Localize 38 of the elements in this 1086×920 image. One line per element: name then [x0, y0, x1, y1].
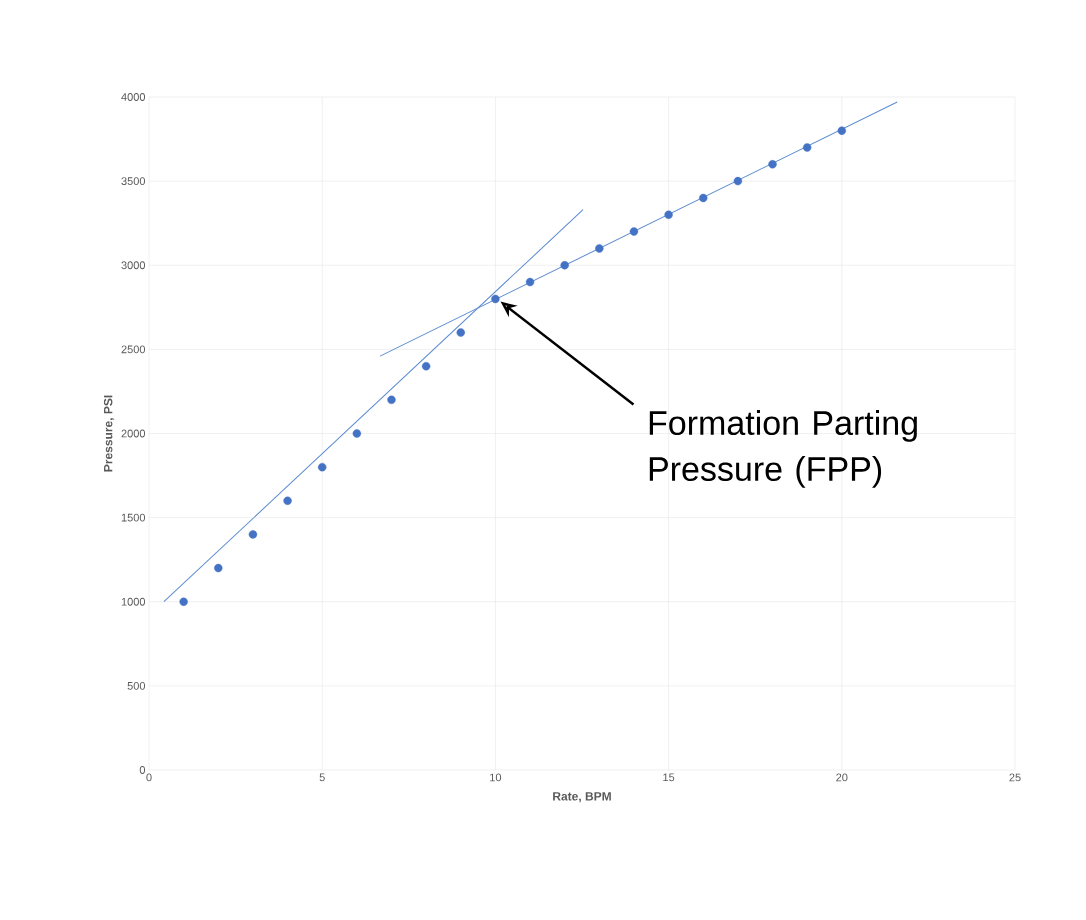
y-tick-label: 500 — [127, 681, 146, 690]
point — [525, 277, 535, 287]
point — [421, 361, 431, 371]
y-tick-label: 1500 — [121, 513, 146, 522]
x-tick-label: 20 — [836, 773, 848, 782]
point — [837, 126, 847, 135]
point — [733, 176, 743, 186]
y-tick-label: 1000 — [121, 597, 146, 606]
x-tick-label: 10 — [490, 773, 502, 782]
x-tick-label: 25 — [1009, 773, 1021, 782]
point — [352, 429, 362, 438]
x-tick-label: 5 — [319, 773, 325, 782]
point — [560, 261, 569, 270]
point — [248, 530, 258, 539]
point — [283, 496, 292, 505]
point — [387, 395, 396, 405]
y-tick-label: 4000 — [121, 93, 146, 101]
annotation: Formation Parting Pressure (FPP) — [649, 410, 917, 488]
y-axis-title: Pressure, PSI — [103, 395, 115, 472]
x-tick-label: 0 — [146, 773, 152, 782]
y-tick-label: 3000 — [121, 261, 146, 270]
point — [456, 328, 465, 337]
point — [595, 244, 604, 253]
y-tick-label: 2500 — [121, 345, 146, 354]
x-tick-label: 15 — [663, 773, 675, 782]
point — [699, 193, 708, 203]
x-axis-title: Rate, BPM — [553, 792, 611, 803]
y-tick-label: 0 — [139, 766, 146, 774]
point — [802, 143, 812, 152]
point — [214, 563, 223, 573]
point — [318, 462, 327, 472]
point — [491, 294, 500, 304]
y-tick-label: 3500 — [121, 177, 146, 186]
point — [768, 160, 777, 169]
point — [179, 597, 188, 606]
y-tick-label: 2000 — [121, 429, 146, 438]
point — [629, 227, 639, 236]
point — [664, 210, 673, 219]
